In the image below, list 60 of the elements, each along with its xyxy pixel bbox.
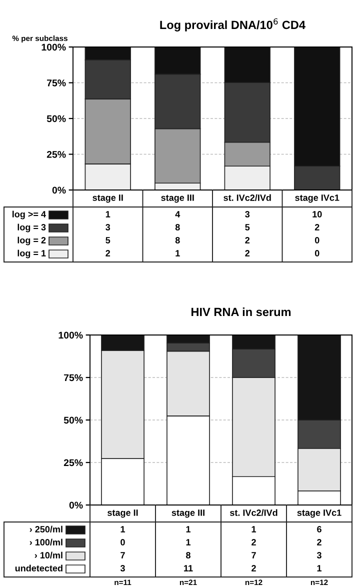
text: 1	[176, 250, 180, 256]
text: 2	[245, 250, 250, 256]
text: 2	[252, 539, 256, 546]
text: 1	[106, 211, 110, 218]
text: 0	[314, 250, 320, 256]
x-tick-label: stage II	[92, 194, 123, 203]
text: 0	[120, 539, 125, 546]
text: 4	[175, 211, 180, 218]
text: 1	[252, 526, 256, 532]
text: 1	[120, 526, 126, 532]
y-tick-label: 75%	[47, 80, 66, 86]
y-tick-label: 100%	[58, 332, 83, 339]
y-tick-label: 50%	[64, 416, 83, 424]
y-tick-label: 0%	[52, 186, 66, 194]
text: 0	[314, 237, 320, 244]
text: 2	[252, 565, 256, 572]
x-tick-label: st. IVc2/IVd	[224, 194, 271, 202]
text: 8	[175, 224, 180, 230]
legend-label: › 100/ml	[30, 538, 62, 546]
y-tick-label: 50%	[46, 115, 66, 122]
legend-label: › 10/ml	[34, 552, 62, 559]
text: 3	[245, 211, 250, 218]
text: 3	[316, 552, 322, 558]
legend-label: log = 3	[18, 224, 46, 232]
y-tick-label: 100%	[42, 44, 66, 51]
y-tick-label: 25%	[64, 459, 83, 466]
legend-label: log = 2	[18, 236, 46, 246]
legend-label: log >= 4	[12, 210, 46, 220]
text: 1	[317, 565, 322, 572]
text: 6	[317, 526, 322, 532]
text: 3	[106, 224, 110, 230]
x-tick-label: stage IVc1	[297, 510, 342, 518]
text: 10	[312, 211, 322, 218]
chart-title: HIV RNA in serum	[192, 307, 291, 316]
text: 2	[106, 250, 110, 256]
text: 5	[106, 237, 110, 244]
text: 1	[186, 526, 191, 532]
legend-label: log = 1	[18, 250, 46, 258]
text: 11	[184, 565, 193, 572]
y-tick-label: 25%	[46, 150, 66, 158]
x-tick-label: st. IVc2/IVd	[230, 509, 278, 516]
legend-label: undetected	[15, 564, 62, 572]
text: 2	[245, 237, 250, 244]
text: 7	[252, 552, 256, 558]
x-tick-label: stage IVc1	[295, 194, 340, 203]
text: 2	[314, 224, 320, 230]
text: 5	[245, 224, 250, 230]
legend-label: › 250/ml	[30, 526, 62, 533]
y-tick-label: 0%	[69, 502, 83, 509]
x-tick-label: stage II	[108, 510, 138, 518]
x-tick-label: stage III	[161, 194, 194, 203]
text: 8	[186, 552, 190, 558]
text: 3	[120, 565, 125, 572]
x-tick-label: stage III	[172, 510, 204, 518]
chart-title: Log proviral DNA/10$^{6}$ CD4	[160, 18, 306, 32]
text: 7	[120, 552, 125, 558]
text: 1	[186, 539, 191, 546]
text: 8	[175, 237, 180, 244]
text: 2	[317, 539, 322, 546]
y-tick-label: 75%	[64, 374, 83, 382]
